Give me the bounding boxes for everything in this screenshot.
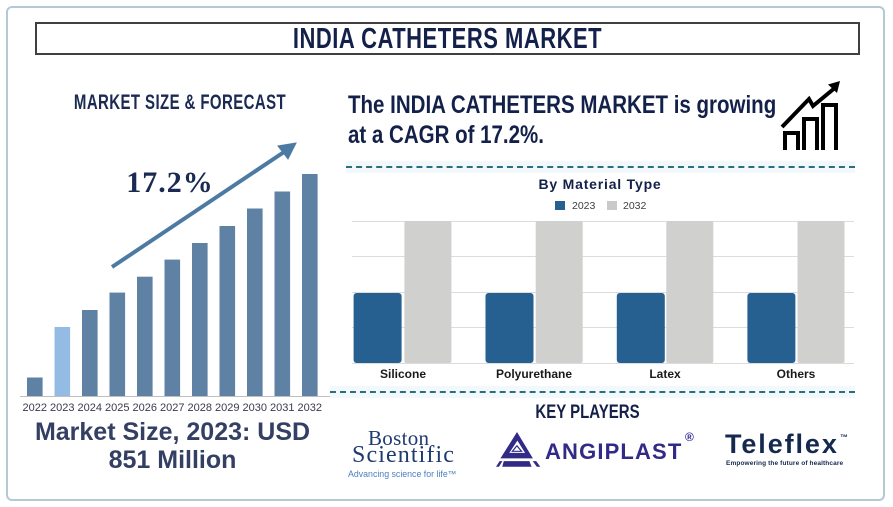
svg-text:2022: 2022	[23, 402, 47, 414]
svg-text:2026: 2026	[133, 402, 157, 414]
svg-text:2024: 2024	[78, 402, 102, 414]
svg-text:2030: 2030	[243, 402, 267, 414]
svg-text:2032: 2032	[298, 402, 322, 414]
svg-text:2023: 2023	[50, 402, 74, 414]
svg-text:2029: 2029	[215, 402, 239, 414]
svg-text:2031: 2031	[270, 402, 294, 414]
svg-text:2027: 2027	[160, 402, 184, 414]
svg-text:2025: 2025	[105, 402, 129, 414]
svg-text:2028: 2028	[188, 402, 212, 414]
